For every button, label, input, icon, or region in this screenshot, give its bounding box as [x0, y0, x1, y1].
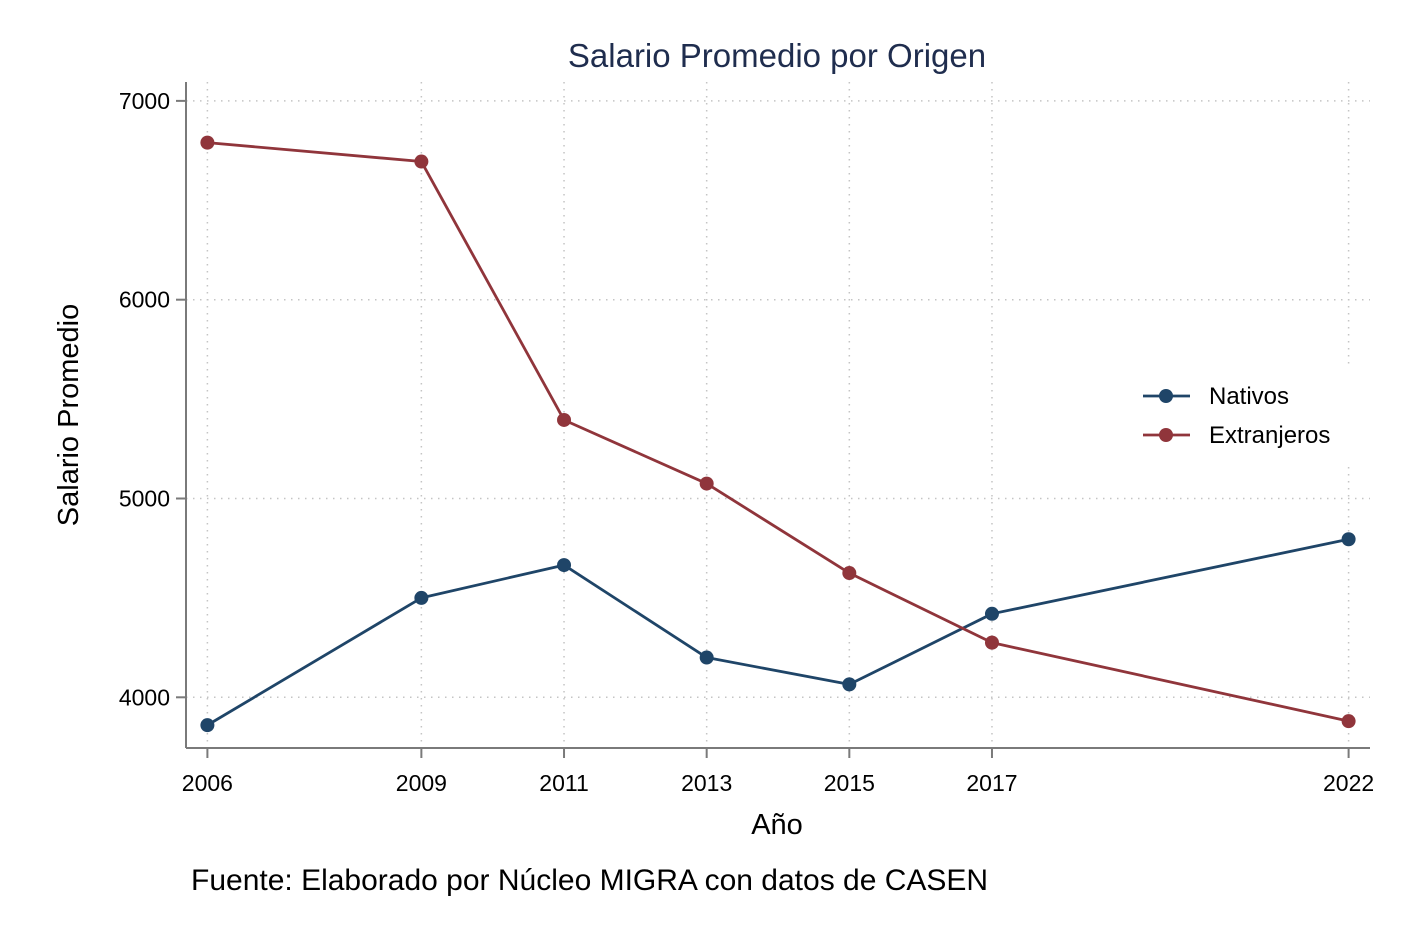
x-tick-label: 2011 [539, 770, 588, 796]
axes [185, 82, 1370, 749]
data-point-extranjeros-2011 [557, 412, 572, 427]
legend-swatch-marker [1159, 389, 1173, 403]
data-point-nativos-2006 [200, 718, 215, 733]
legend: Nativos Extranjeros [1143, 383, 1330, 449]
x-tick-label: 2006 [182, 770, 233, 796]
data-point-nativos-2009 [414, 590, 429, 605]
legend-box [1128, 366, 1360, 462]
axis-ticks: 4000 5000 6000 7000 2006 2009 2011 2013 2015 2017… [119, 88, 1374, 796]
x-axis-label: Año [751, 809, 803, 841]
y-tick-label: 6000 [119, 287, 170, 313]
grid-lines [186, 82, 1370, 748]
x-tick-label: 2015 [824, 770, 875, 796]
series-extranjeros [200, 135, 1356, 729]
y-tick-label: 7000 [119, 88, 170, 114]
legend-swatch-marker [1159, 428, 1173, 442]
data-point-extranjeros-2015 [842, 566, 857, 581]
data-point-nativos-2022 [1341, 532, 1356, 547]
x-tick-label: 2013 [681, 770, 732, 796]
y-axis-label: Salario Promedio [53, 304, 85, 526]
data-series [200, 135, 1356, 733]
x-tick-label: 2017 [966, 770, 1017, 796]
source-note: Fuente: Elaborado por Núcleo MIGRA con d… [191, 864, 988, 897]
data-point-nativos-2017 [984, 606, 999, 621]
data-point-nativos-2015 [842, 677, 857, 692]
x-tick-label: 2009 [396, 770, 447, 796]
data-point-extranjeros-2013 [699, 476, 714, 491]
legend-item-extranjeros: Extranjeros [1143, 422, 1330, 449]
data-point-extranjeros-2022 [1341, 714, 1356, 729]
x-tick-label: 2022 [1323, 770, 1374, 796]
series-nativos [200, 532, 1356, 733]
y-tick-label: 4000 [119, 684, 170, 710]
legend-label: Extranjeros [1209, 422, 1330, 449]
data-point-extranjeros-2006 [200, 135, 215, 150]
data-point-nativos-2013 [699, 650, 714, 665]
chart-title: Salario Promedio por Origen [568, 37, 986, 74]
legend-label: Nativos [1209, 383, 1289, 410]
data-point-extranjeros-2017 [984, 635, 999, 650]
legend-item-nativos: Nativos [1143, 383, 1289, 410]
data-point-nativos-2011 [557, 558, 572, 573]
data-point-extranjeros-2009 [414, 154, 429, 169]
y-tick-label: 5000 [119, 485, 170, 511]
